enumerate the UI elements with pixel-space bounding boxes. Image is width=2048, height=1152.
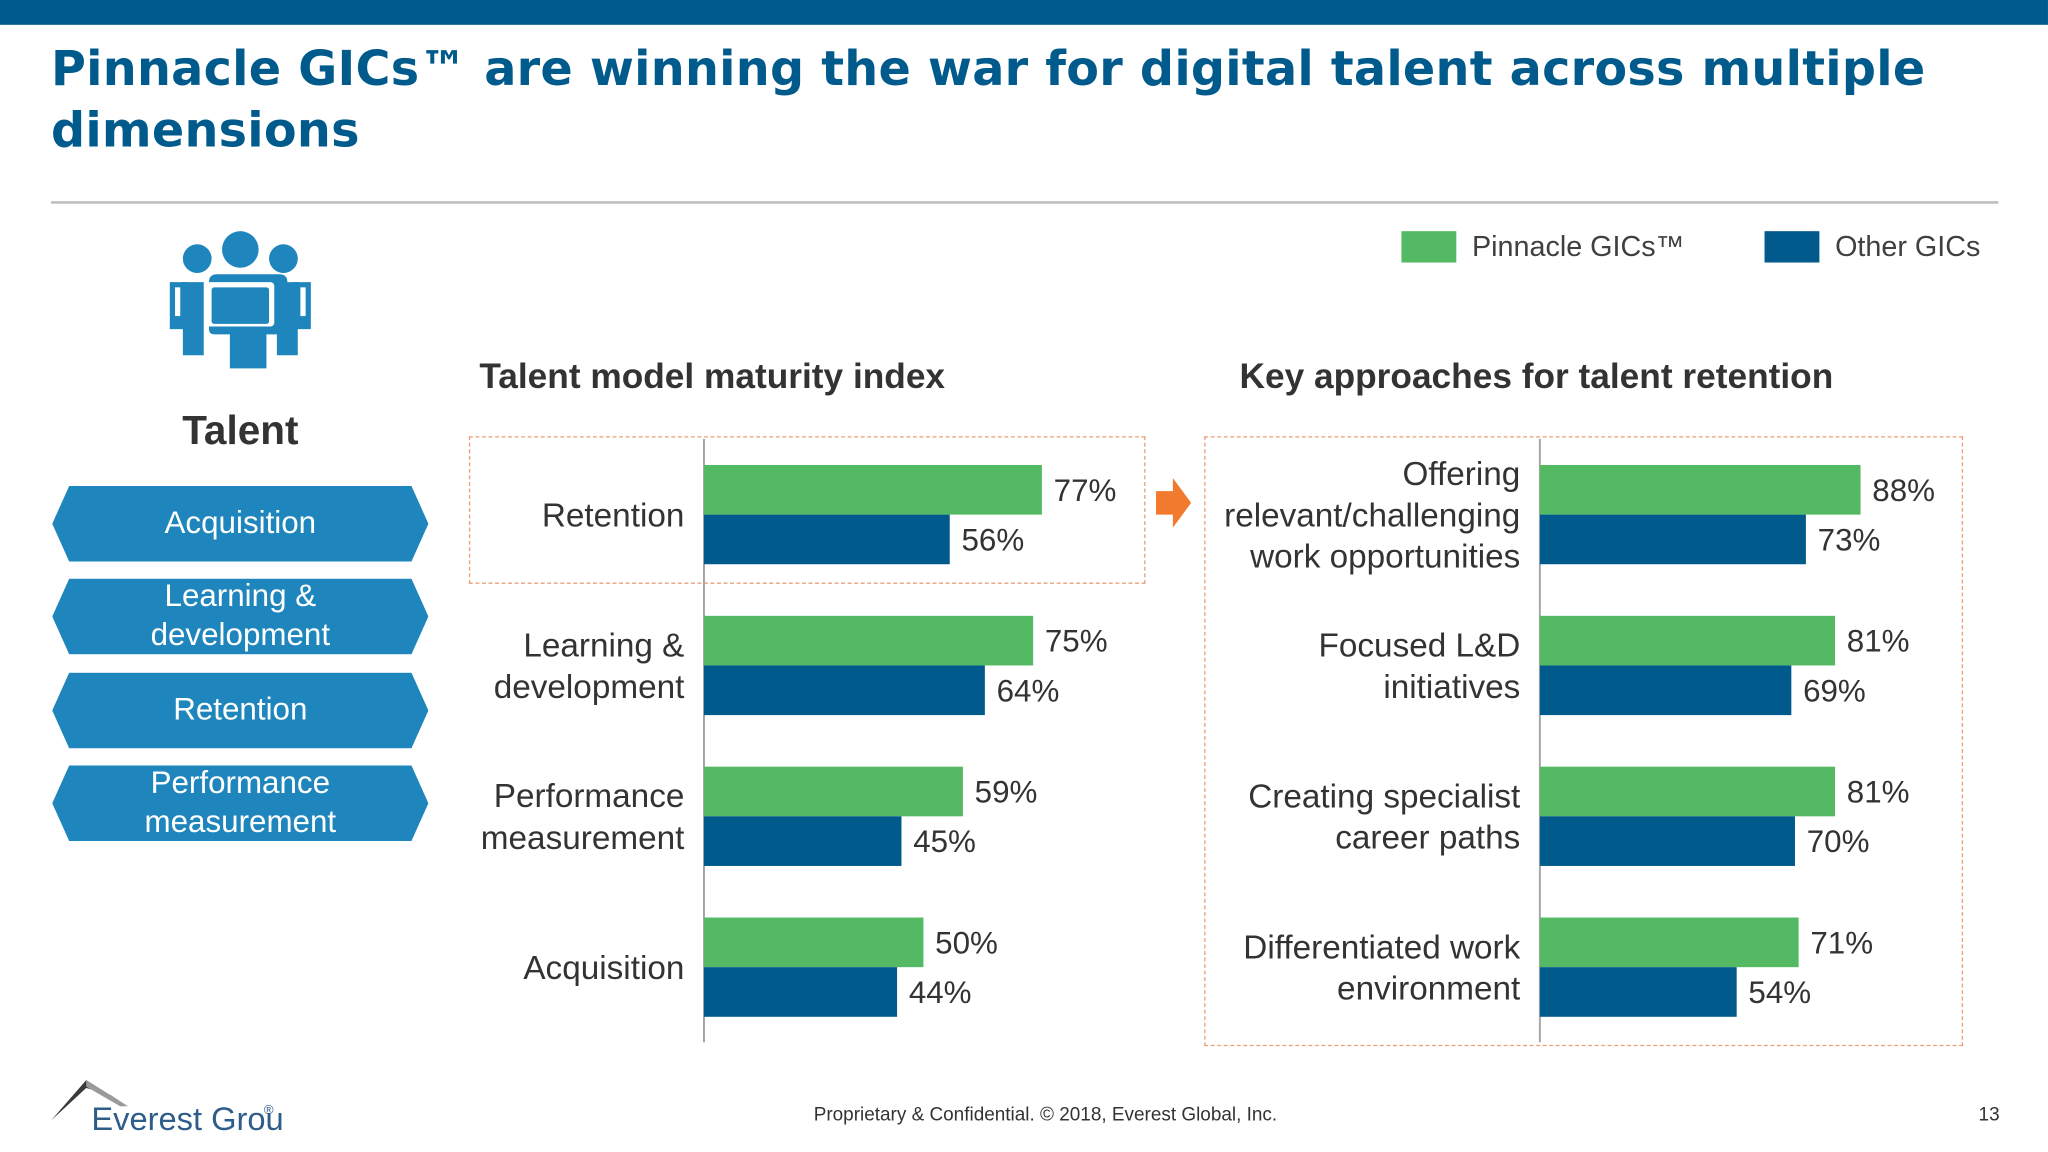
footer-copyright: Proprietary & Confidential. © 2018, Ever… xyxy=(813,1104,1278,1126)
data-label-other: 70% xyxy=(1807,824,1870,859)
bar-other xyxy=(1539,967,1737,1017)
bar-other xyxy=(1539,816,1795,866)
people-group-icon xyxy=(169,231,311,369)
chart-title-retention: Key approaches for talent retention xyxy=(1239,356,1834,396)
top-accent-bar xyxy=(0,0,2048,25)
data-label-other: 69% xyxy=(1803,673,1866,708)
category-label: Creating specialist career paths xyxy=(1248,778,1520,856)
page-number: 13 xyxy=(1978,1104,2000,1126)
retention-highlight-box xyxy=(468,436,1146,584)
category-label-line: environment xyxy=(1337,970,1520,1007)
bar-other xyxy=(703,816,902,866)
data-label-other: 54% xyxy=(1748,975,1811,1010)
page-title: Pinnacle GICs™ are winning the war for d… xyxy=(50,40,1926,159)
legend-item-pinnacle: Pinnacle GICs™ xyxy=(1401,230,1684,264)
legend-swatch-pinnacle xyxy=(1401,231,1457,263)
category-label-line: career paths xyxy=(1335,820,1520,857)
bar-other xyxy=(703,665,985,716)
category-label: Performance measurement xyxy=(481,778,685,857)
retention-approaches-box xyxy=(1204,436,1964,1047)
logo-mark: ® xyxy=(264,1102,274,1117)
data-label-other: 64% xyxy=(997,673,1060,708)
sidebar-item-label: Retention xyxy=(173,692,308,728)
data-label-pinnacle: 77% xyxy=(1054,473,1117,508)
bar-pinnacle xyxy=(1539,464,1861,515)
data-label-pinnacle: 81% xyxy=(1847,775,1910,810)
data-label-other: 73% xyxy=(1818,523,1881,558)
sidebar-item-label: Learning & development xyxy=(150,578,331,654)
category-label-line: relevant/challenging xyxy=(1224,497,1520,534)
category-label-line: development xyxy=(494,669,685,706)
sidebar-item-retention[interactable]: Retention xyxy=(52,672,429,749)
data-label-pinnacle: 50% xyxy=(935,925,998,960)
data-label-other: 44% xyxy=(909,975,972,1010)
category-label-line: Learning & xyxy=(523,627,684,664)
sidebar-item-acquisition[interactable]: Acquisition xyxy=(52,485,429,562)
bar-other xyxy=(1539,665,1792,716)
bar-pinnacle xyxy=(1539,766,1836,817)
category-label-line: Focused L&D xyxy=(1319,628,1521,665)
category-label-line: Offering xyxy=(1402,456,1520,493)
bar-pinnacle xyxy=(703,917,924,968)
data-label-pinnacle: 81% xyxy=(1847,624,1910,659)
bar-pinnacle xyxy=(703,464,1042,515)
category-label-line: work opportunities xyxy=(1249,539,1520,576)
bar-pinnacle xyxy=(703,615,1034,666)
sidebar-item-label: Performance measurement xyxy=(144,765,337,840)
bar-other xyxy=(703,967,898,1017)
title-divider xyxy=(50,201,1999,204)
bar-other xyxy=(703,514,950,565)
data-label-other: 56% xyxy=(961,523,1024,558)
bar-pinnacle xyxy=(703,766,963,817)
data-label-other: 45% xyxy=(913,824,976,859)
legend-item-other: Other GICs xyxy=(1764,229,1981,264)
category-label: Learning & development xyxy=(494,627,685,706)
everest-group-logo: Everest Group ® xyxy=(50,1080,285,1137)
category-label: Retention xyxy=(542,497,685,534)
category-label-line: Acquisition xyxy=(523,950,684,987)
category-label-line: Performance xyxy=(494,778,685,815)
logo-text: Everest Group xyxy=(91,1100,284,1137)
category-label: Differentiated work environment xyxy=(1243,929,1520,1007)
sidebar-item-label: Acquisition xyxy=(164,505,317,541)
chart-title-maturity: Talent model maturity index xyxy=(479,356,946,396)
category-label-line: Retention xyxy=(542,497,685,534)
category-label: Focused L&D initiatives xyxy=(1319,628,1521,706)
category-label: Acquisition xyxy=(523,950,684,987)
data-label-pinnacle: 88% xyxy=(1872,473,1935,508)
category-label-line: Creating specialist xyxy=(1248,778,1520,815)
legend-label-other: Other GICs xyxy=(1835,229,1981,263)
bar-pinnacle xyxy=(1539,615,1836,666)
talent-heading: Talent xyxy=(182,407,299,454)
category-label-line: initiatives xyxy=(1383,669,1520,706)
data-label-pinnacle: 71% xyxy=(1810,925,1873,960)
arrow-right-icon xyxy=(1155,478,1192,528)
sidebar-item-learning-development[interactable]: Learning & development xyxy=(52,578,429,655)
category-label-line: Differentiated work xyxy=(1243,929,1520,966)
bar-other xyxy=(1539,514,1806,565)
sidebar-item-performance-measurement[interactable]: Performance measurement xyxy=(52,765,429,842)
legend-label-pinnacle: Pinnacle GICs™ xyxy=(1471,229,1685,263)
chart-retention-approaches: 88% 73% Offering relevant/challenging work o… xyxy=(1224,438,1935,1043)
category-label-line: measurement xyxy=(481,820,685,857)
category-label: Offering relevant/challenging work opportu… xyxy=(1224,456,1520,575)
bar-pinnacle xyxy=(1539,917,1799,968)
legend-swatch-other xyxy=(1764,231,1820,263)
data-label-pinnacle: 75% xyxy=(1045,624,1108,659)
chart-maturity-index: 77% 56% Retention 75% 64% Learning & developme… xyxy=(481,438,1117,1043)
data-label-pinnacle: 59% xyxy=(975,775,1038,810)
